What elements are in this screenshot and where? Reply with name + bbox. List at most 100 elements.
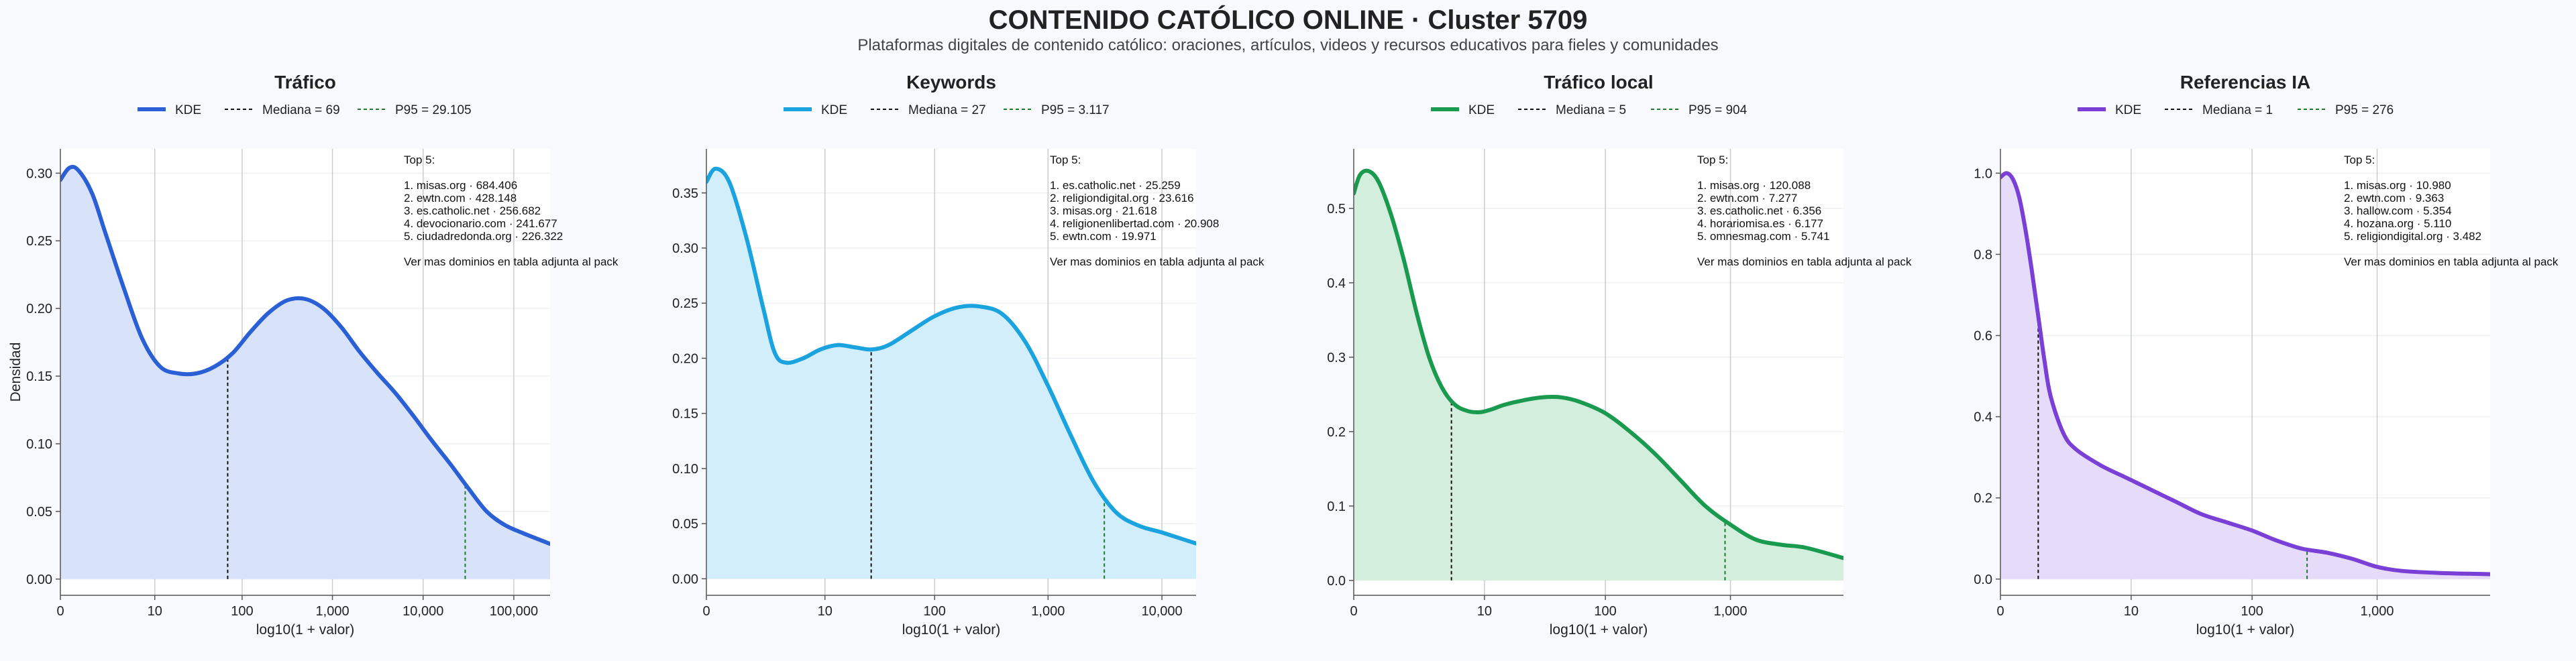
- y-tick-label: 0.15: [672, 407, 698, 422]
- panel-0: 0.00 0.05 0.10 0.15 0.20 0.25 0.30 0 10 100 1,000 1…: [26, 72, 619, 638]
- panel-2: 0.0 0.1 0.2 0.3 0.4 0.5 0 10 100 1,000 log10(1 + v…: [1327, 72, 1912, 638]
- x-tick-label: 100,000: [490, 604, 538, 619]
- y-tick-label: 0.5: [1327, 202, 1346, 217]
- kde-line: [2000, 171, 2490, 577]
- panel-title: Keywords: [906, 72, 996, 93]
- panel-title: Tráfico: [274, 72, 336, 93]
- top5-item: 1. es.catholic.net · 25.259: [1050, 179, 1181, 192]
- legend-p95-label: P95 = 29.105: [395, 103, 472, 117]
- top5-item: 2. ewtn.com · 9.363: [2344, 192, 2444, 204]
- y-tick-label: 0.0: [1327, 574, 1346, 589]
- x-tick-label: 100: [2241, 604, 2263, 619]
- y-tick-label: 0.00: [26, 573, 52, 587]
- top5-item: 5. religiondigital.org · 3.482: [2344, 230, 2481, 243]
- kde-area: [1354, 170, 1843, 581]
- legend: KDE Mediana = 69 P95 = 29.105: [138, 103, 472, 117]
- y-tick-label: 0.05: [26, 505, 52, 520]
- top5-item: 1. misas.org · 684.406: [404, 179, 517, 192]
- top5-footnote: Ver mas dominios en tabla adjunta al pac…: [2344, 255, 2559, 268]
- top5-item: 3. misas.org · 21.618: [1050, 204, 1157, 217]
- kde-line: [60, 164, 550, 546]
- kde-area: [60, 166, 550, 579]
- legend-p95-label: P95 = 3.117: [1041, 103, 1110, 117]
- top5-item: 3. es.catholic.net · 6.356: [1697, 204, 1821, 217]
- top5-item: 4. religionenlibertad.com · 20.908: [1050, 217, 1219, 230]
- y-tick-label: 0.35: [672, 186, 698, 201]
- top5-item: 4. devocionario.com · 241.677: [404, 217, 557, 230]
- kde-line: [1354, 168, 1843, 560]
- x-tick-label: 1,000: [316, 604, 350, 619]
- x-tick-label: 10: [818, 604, 833, 619]
- x-tick-label: 10,000: [1141, 604, 1182, 619]
- x-tick-label: 100: [1594, 604, 1616, 619]
- legend-median-label: Mediana = 1: [2202, 103, 2273, 117]
- x-tick-label: 0: [56, 604, 64, 619]
- x-tick-label: 0: [1996, 604, 2004, 619]
- legend-p95-label: P95 = 276: [2335, 103, 2394, 117]
- kde-area: [706, 168, 1196, 579]
- top5-item: 5. ewtn.com · 19.971: [1050, 230, 1157, 243]
- x-tick-label: 10: [1477, 604, 1492, 619]
- x-tick-label: 100: [924, 604, 946, 619]
- kde-line: [706, 166, 1196, 546]
- y-tick-label: 0.25: [26, 234, 52, 249]
- legend: KDE Mediana = 5 P95 = 904: [1431, 103, 1748, 117]
- top5-item: 1. misas.org · 120.088: [1697, 179, 1811, 192]
- panel-3: 0.0 0.2 0.4 0.6 0.8 1.0 0 10 100 1,000 log10(1 + v…: [1974, 72, 2559, 638]
- y-tick-label: 0.0: [1974, 573, 1992, 587]
- x-tick-label: 1,000: [2361, 604, 2394, 619]
- page-subtitle: Plataformas digitales de contenido catól…: [857, 36, 1719, 54]
- top5-footnote: Ver mas dominios en tabla adjunta al pac…: [1697, 255, 1912, 268]
- y-tick-label: 0.30: [672, 241, 698, 256]
- y-tick-label: 0.15: [26, 369, 52, 384]
- x-axis-label: log10(1 + valor): [2196, 622, 2295, 638]
- top5-title: Top 5:: [1697, 154, 1728, 166]
- top5-title: Top 5:: [1050, 154, 1081, 166]
- legend-median-label: Mediana = 5: [1556, 103, 1626, 117]
- top5-item: 5. ciudadredonda.org · 226.322: [404, 230, 563, 243]
- y-tick-label: 0.10: [672, 462, 698, 477]
- y-tick-label: 0.30: [26, 166, 52, 181]
- y-tick-label: 0.10: [26, 437, 52, 452]
- y-tick-label: 0.1: [1327, 499, 1346, 514]
- top5-item: 4. hozana.org · 5.110: [2344, 217, 2451, 230]
- x-tick-label: 1,000: [1714, 604, 1748, 619]
- top5-title: Top 5:: [2344, 154, 2375, 166]
- top5-item: 4. horariomisa.es · 6.177: [1697, 217, 1823, 230]
- top5-item: 2. religiondigital.org · 23.616: [1050, 192, 1194, 204]
- x-tick-label: 100: [231, 604, 253, 619]
- x-tick-label: 10: [2124, 604, 2139, 619]
- y-tick-label: 0.25: [672, 296, 698, 311]
- top5-item: 2. ewtn.com · 7.277: [1697, 192, 1797, 204]
- y-tick-label: 0.20: [26, 302, 52, 316]
- y-tick-label: 0.8: [1974, 247, 1992, 262]
- y-tick-label: 0.4: [1327, 276, 1346, 291]
- top5-item: 3. hallow.com · 5.354: [2344, 204, 2452, 217]
- y-tick-label: 0.6: [1974, 329, 1992, 344]
- legend: KDE Mediana = 27 P95 = 3.117: [784, 103, 1110, 117]
- top5-item: 3. es.catholic.net · 256.682: [404, 204, 541, 217]
- top5-item: 5. omnesmag.com · 5.741: [1697, 230, 1829, 243]
- x-tick-label: 10,000: [402, 604, 443, 619]
- y-axis-label: Densidad: [8, 343, 23, 402]
- page-title: CONTENIDO CATÓLICO ONLINE · Cluster 5709: [988, 5, 1588, 35]
- y-tick-label: 0.4: [1974, 410, 1992, 425]
- legend-median-label: Mediana = 69: [262, 103, 340, 117]
- top5-footnote: Ver mas dominios en tabla adjunta al pac…: [404, 255, 619, 268]
- y-tick-label: 1.0: [1974, 166, 1992, 181]
- y-tick-label: 0.05: [672, 517, 698, 532]
- top5-item: 1. misas.org · 10.980: [2344, 179, 2451, 192]
- legend-kde-label: KDE: [1468, 103, 1495, 117]
- x-axis-label: log10(1 + valor): [902, 622, 1001, 638]
- top5-item: 2. ewtn.com · 428.148: [404, 192, 517, 204]
- y-tick-label: 0.20: [672, 351, 698, 366]
- y-tick-label: 0.00: [672, 572, 698, 587]
- legend-median-label: Mediana = 27: [908, 103, 986, 117]
- x-axis-label: log10(1 + valor): [1550, 622, 1648, 638]
- x-axis-label: log10(1 + valor): [256, 622, 355, 638]
- x-tick-label: 10: [148, 604, 162, 619]
- y-tick-label: 0.2: [1327, 425, 1346, 440]
- panel-title: Referencias IA: [2180, 72, 2311, 93]
- legend-kde-label: KDE: [2115, 103, 2141, 117]
